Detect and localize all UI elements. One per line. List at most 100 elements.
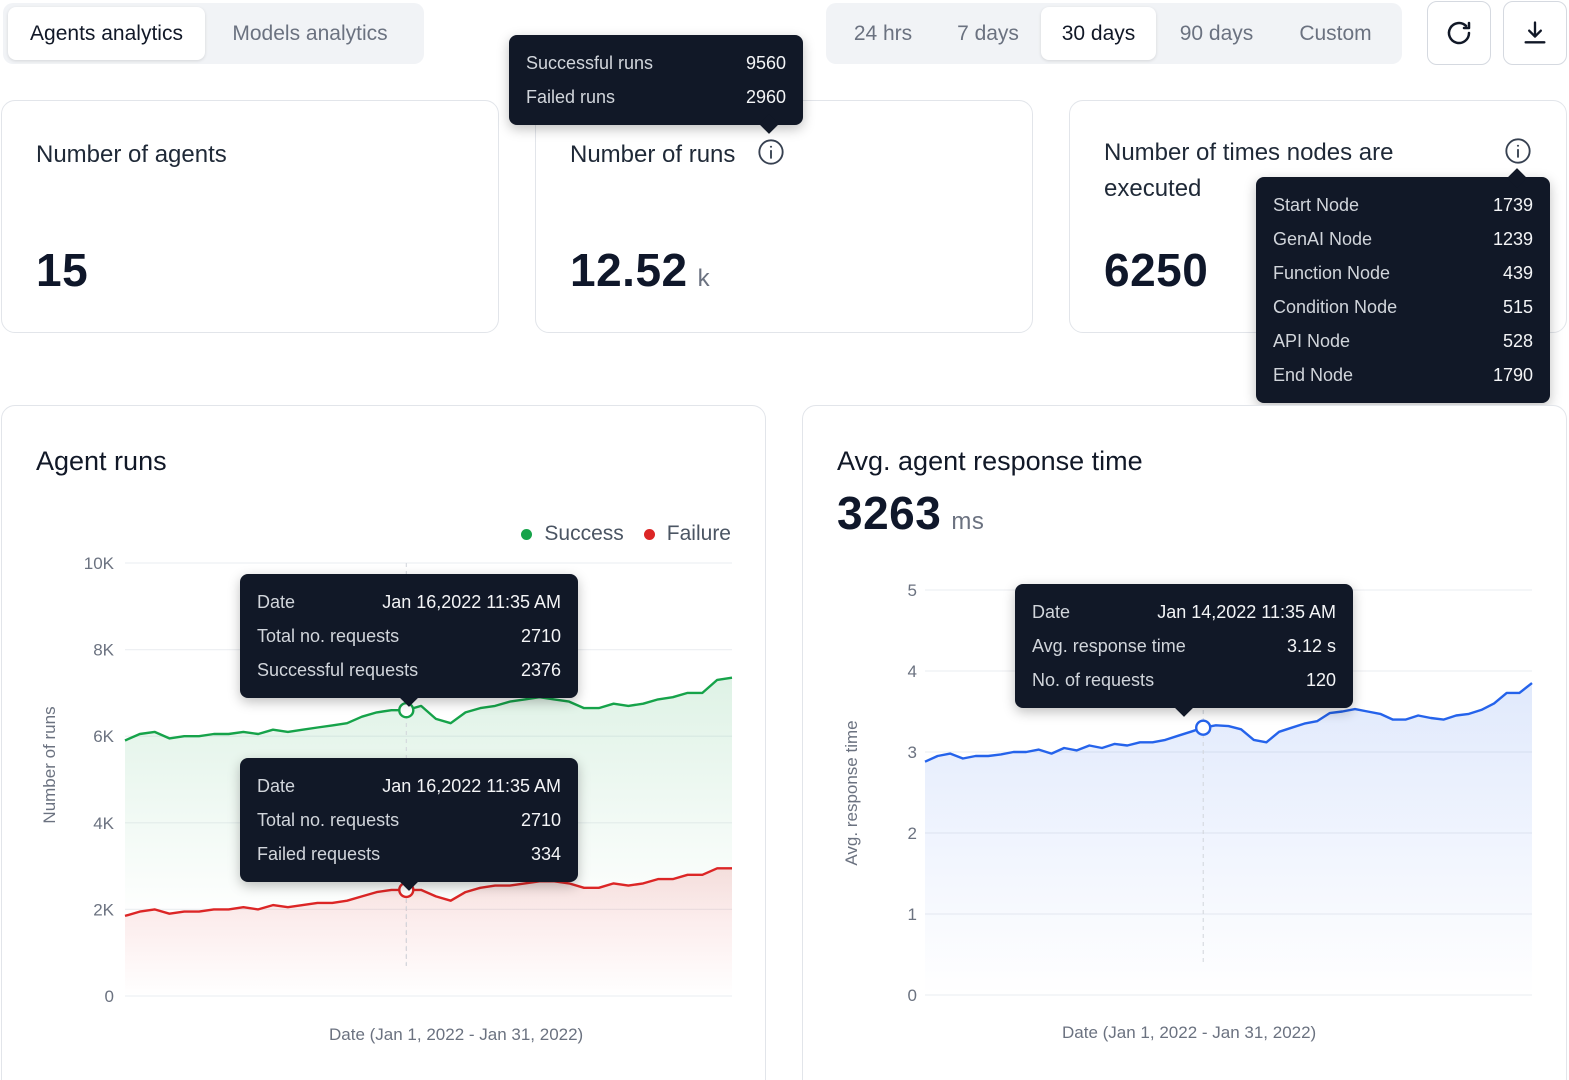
tooltip-value: 120 <box>1305 669 1336 690</box>
y-tick-label: 8K <box>93 641 114 660</box>
y-tick-label: 4K <box>93 814 114 833</box>
tab-models-analytics[interactable]: Models analytics <box>232 21 388 45</box>
y-tick-label: 10K <box>84 554 115 573</box>
chart-legend: Success Failure <box>521 522 731 546</box>
y-tick-label: 2 <box>908 824 917 843</box>
tooltip-label: End Node <box>1273 364 1354 385</box>
tooltip-label: Date <box>257 591 296 612</box>
tooltip-value: 3.12 s <box>1286 635 1336 656</box>
tooltip-value: 9560 <box>745 52 786 73</box>
y-tick-label: 0 <box>105 987 114 1006</box>
tab-90-days[interactable]: 90 days <box>1179 21 1254 45</box>
y-tick-label: 4 <box>908 662 917 681</box>
tooltip-label: Date <box>257 775 296 796</box>
tooltip-row: Total no. requests 2710 <box>257 619 561 653</box>
runs-tooltip: Successful runs 9560 Failed runs 2960 <box>509 35 803 134</box>
tooltip-value: 2376 <box>520 659 561 680</box>
legend-label-success: Success <box>544 522 624 545</box>
tooltip-row: Failed requests 334 <box>257 837 561 871</box>
tooltip-row: Function Node 439 <box>1273 256 1533 290</box>
tab-30-days[interactable]: 30 days <box>1041 7 1156 60</box>
tooltip-row: End Node 1790 <box>1273 358 1533 392</box>
tooltip-label: Successful runs <box>526 52 654 73</box>
tooltip-value: 1239 <box>1492 228 1533 249</box>
tooltip-label: Function Node <box>1273 262 1391 283</box>
tooltip-label: Avg. response time <box>1032 635 1186 656</box>
tooltip-row: Successful requests 2376 <box>257 653 561 687</box>
tab-7-days[interactable]: 7 days <box>957 21 1019 45</box>
runs-count-card: Number of runs 12.52 k <box>535 100 1033 333</box>
tooltip-value: 2710 <box>520 809 561 830</box>
refresh-button[interactable] <box>1427 1 1491 65</box>
tooltip-label: No. of requests <box>1032 669 1155 690</box>
tooltip-label: Successful requests <box>257 659 419 680</box>
runs-x-axis-label: Date (Jan 1, 2022 - Jan 31, 2022) <box>329 1025 584 1044</box>
tooltip-row: Failed runs 2960 <box>526 80 786 114</box>
series-line-success <box>124 676 733 742</box>
runs-count-value: 12.52 k <box>570 243 710 297</box>
tooltip-value: 334 <box>530 843 561 864</box>
tooltip-value: 439 <box>1502 262 1533 283</box>
nodes-card-title: Number of times nodes are executed <box>1104 135 1393 207</box>
tooltip-row: Date Jan 16,2022 11:35 AM <box>257 585 561 619</box>
tooltip-value: 2710 <box>520 625 561 646</box>
nodes-card-title-line1: Number of times nodes are <box>1104 139 1394 166</box>
download-button[interactable] <box>1503 1 1567 65</box>
failure-point-tooltip: Date Jan 16,2022 11:35 AM Total no. reque… <box>240 758 578 891</box>
tooltip-label: Failed requests <box>257 843 381 864</box>
y-tick-label: 2K <box>93 900 114 919</box>
resp-y-axis-label: Avg. response time <box>842 720 861 866</box>
tooltip-label: Date <box>1032 601 1071 622</box>
tooltip-value: Jan 16,2022 11:35 AM <box>382 591 561 612</box>
series-line-avg-response-time <box>924 682 1533 763</box>
response-time-value: 3263 ms <box>837 486 984 540</box>
y-tick-label: 0 <box>908 986 917 1005</box>
download-icon <box>1524 21 1546 44</box>
agents-count-value: 15 <box>36 244 89 296</box>
tooltip-label: Total no. requests <box>257 625 400 646</box>
runs-card-title: Number of runs <box>570 141 736 168</box>
legend-dot-failure <box>643 528 655 540</box>
tab-24-hrs[interactable]: 24 hrs <box>853 21 913 45</box>
y-tick-label: 5 <box>908 581 917 600</box>
tooltip-row: Total no. requests 2710 <box>257 803 561 837</box>
legend-dot-success <box>521 528 533 540</box>
legend-label-failure: Failure <box>666 522 731 545</box>
tab-custom[interactable]: Custom <box>1299 21 1372 45</box>
nodes-card-title-line2: executed <box>1104 175 1202 202</box>
highlighted-point[interactable] <box>1195 719 1212 736</box>
tooltip-row: Start Node 1739 <box>1273 188 1533 222</box>
analytics-tabs: Agents analytics Models analytics <box>3 3 424 64</box>
legend-item-success[interactable]: Success <box>521 522 624 546</box>
tooltip-value: Jan 16,2022 11:35 AM <box>382 775 561 796</box>
info-icon[interactable] <box>757 138 785 166</box>
response-time-title: Avg. agent response time <box>837 446 1143 476</box>
tooltip-row: Successful runs 9560 <box>526 46 786 80</box>
response-time-unit: ms <box>951 508 985 535</box>
tooltip-value: 2960 <box>745 86 786 107</box>
tab-agents-analytics[interactable]: Agents analytics <box>8 7 205 60</box>
success-point-tooltip: Date Jan 16,2022 11:35 AM Total no. reque… <box>240 574 578 707</box>
runs-value-number: 12.52 <box>570 244 688 296</box>
refresh-icon <box>1447 21 1471 45</box>
tooltip-label: GenAI Node <box>1273 228 1373 249</box>
resp-x-axis-label: Date (Jan 1, 2022 - Jan 31, 2022) <box>1062 1023 1317 1042</box>
agents-count-card: Number of agents 15 <box>1 100 499 333</box>
tooltip-value: 515 <box>1502 296 1533 317</box>
tooltip-row: Date Jan 14,2022 11:35 AM <box>1032 595 1336 629</box>
tooltip-row: No. of requests 120 <box>1032 663 1336 697</box>
legend-item-failure[interactable]: Failure <box>643 522 731 546</box>
y-tick-label: 1 <box>908 905 917 924</box>
tooltip-value: Jan 14,2022 11:35 AM <box>1157 601 1336 622</box>
series-area-avg-response-time <box>925 683 1532 995</box>
tooltip-label: Start Node <box>1273 194 1360 215</box>
series-line-failure <box>124 867 732 918</box>
agents-card-title: Number of agents <box>36 141 227 168</box>
tooltip-row: Condition Node 515 <box>1273 290 1533 324</box>
info-icon[interactable] <box>1504 137 1532 165</box>
series-area-failure <box>125 868 732 996</box>
tooltip-row: API Node 528 <box>1273 324 1533 358</box>
tooltip-label: Failed runs <box>526 86 616 107</box>
tooltip-value: 1739 <box>1492 194 1533 215</box>
